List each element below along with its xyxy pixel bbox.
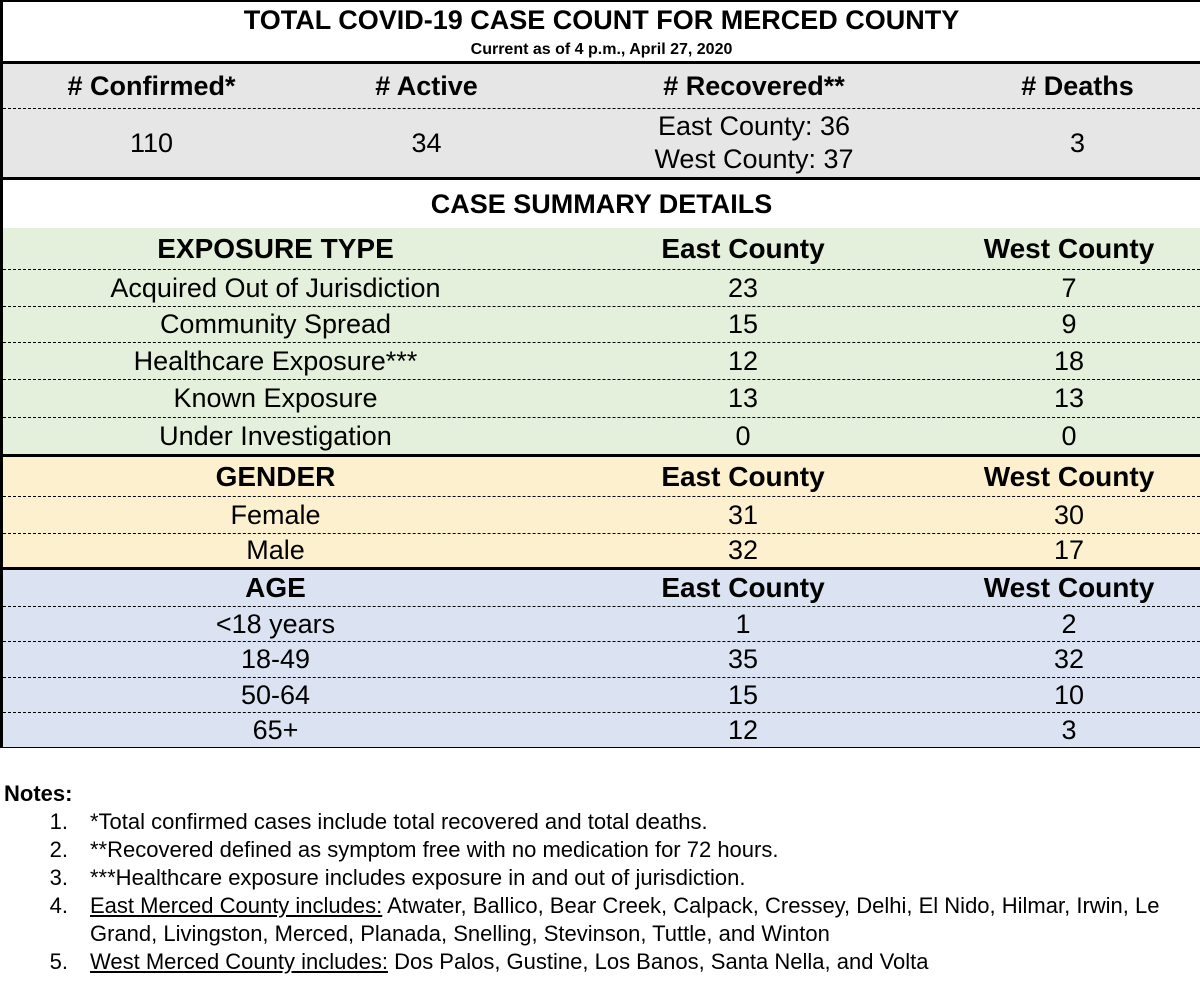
age-west: 2 bbox=[1061, 608, 1077, 639]
table-row: 65+ 12 3 bbox=[3, 713, 1200, 747]
table-row: Male 32 17 bbox=[3, 534, 1200, 570]
note-item: 3. ***Healthcare exposure includes expos… bbox=[4, 864, 1196, 892]
note-number: 5. bbox=[49, 949, 68, 974]
recovered-label: # Recovered** bbox=[663, 70, 845, 101]
exposure-east: 15 bbox=[727, 309, 759, 339]
subtitle-text: Current as of 4 p.m., April 27, 2020 bbox=[470, 40, 733, 58]
exposure-label: Acquired Out of Jurisdiction bbox=[110, 272, 441, 303]
exposure-header-east: East County bbox=[661, 232, 825, 264]
table-row: 18-49 35 32 bbox=[3, 642, 1200, 678]
age-west: 32 bbox=[1053, 644, 1085, 674]
note-heading-east: East Merced County includes: bbox=[90, 893, 383, 918]
table-row: Acquired Out of Jurisdiction 23 7 bbox=[3, 270, 1200, 307]
table-row: Under Investigation 0 0 bbox=[3, 418, 1200, 457]
gender-header-row: GENDER East County West County bbox=[3, 457, 1200, 497]
age-east: 1 bbox=[735, 608, 751, 639]
exposure-header-label: EXPOSURE TYPE bbox=[157, 232, 394, 264]
gender-west: 17 bbox=[1053, 535, 1085, 565]
gender-header-east: East County bbox=[661, 460, 825, 492]
exposure-west: 0 bbox=[1061, 420, 1077, 451]
gender-east: 32 bbox=[727, 535, 759, 565]
table-row: 50-64 15 10 bbox=[3, 678, 1200, 713]
exposure-label: Community Spread bbox=[159, 309, 392, 339]
exposure-east: 23 bbox=[727, 272, 759, 303]
note-text: ***Healthcare exposure includes exposure… bbox=[90, 865, 746, 890]
note-item: 1. *Total confirmed cases include total … bbox=[4, 808, 1196, 836]
age-label: <18 years bbox=[215, 608, 336, 639]
exposure-header-west: West County bbox=[983, 232, 1155, 264]
gender-label: Female bbox=[230, 499, 321, 530]
exposure-west: 18 bbox=[1053, 345, 1085, 376]
exposure-label: Under Investigation bbox=[159, 420, 392, 451]
table-row: Female 31 30 bbox=[3, 497, 1200, 534]
exposure-west: 9 bbox=[1061, 309, 1077, 339]
confirmed-label: # Confirmed* bbox=[67, 70, 236, 101]
age-header-row: AGE East County West County bbox=[3, 570, 1200, 607]
totals-header-row: # Confirmed* # Active # Recovered** # De… bbox=[3, 64, 1200, 109]
age-label: 50-64 bbox=[240, 679, 311, 710]
totals-values-row: 110 34 East County: 36 West County: 37 3 bbox=[3, 109, 1200, 180]
note-number: 3. bbox=[49, 865, 68, 890]
gender-east: 31 bbox=[727, 499, 759, 530]
note-item: 2. **Recovered defined as symptom free w… bbox=[4, 836, 1196, 864]
age-east: 15 bbox=[727, 679, 759, 710]
exposure-label: Known Exposure bbox=[173, 383, 378, 413]
deaths-label: # Deaths bbox=[1021, 70, 1134, 101]
note-heading-west: West Merced County includes: bbox=[90, 949, 388, 974]
age-east: 35 bbox=[727, 644, 759, 674]
deaths-value: 3 bbox=[1069, 127, 1086, 158]
exposure-east: 0 bbox=[735, 420, 751, 451]
exposure-label: Healthcare Exposure*** bbox=[133, 345, 418, 376]
exposure-header-row: EXPOSURE TYPE East County West County bbox=[3, 228, 1200, 270]
summary-title-row: CASE SUMMARY DETAILS bbox=[3, 180, 1200, 228]
active-value: 34 bbox=[411, 127, 442, 158]
age-east: 12 bbox=[727, 714, 759, 745]
confirmed-value: 110 bbox=[129, 127, 174, 158]
exposure-east: 12 bbox=[727, 345, 759, 376]
exposure-east: 13 bbox=[727, 383, 759, 413]
case-count-table: TOTAL COVID-19 CASE COUNT FOR MERCED COU… bbox=[0, 0, 1200, 748]
note-text: **Recovered defined as symptom free with… bbox=[90, 837, 779, 862]
note-number: 4. bbox=[49, 893, 68, 918]
summary-title: CASE SUMMARY DETAILS bbox=[430, 188, 773, 219]
recovered-west-value: West County: 37 bbox=[654, 144, 854, 174]
gender-label: Male bbox=[246, 535, 305, 565]
note-text: *Total confirmed cases include total rec… bbox=[90, 809, 708, 834]
recovered-east-value: East County: 36 bbox=[657, 111, 851, 141]
note-item: 4. East Merced County includes: Atwater,… bbox=[4, 892, 1196, 948]
recovered-value: East County: 36 West County: 37 bbox=[553, 110, 955, 176]
notes-title: Notes: bbox=[4, 781, 73, 806]
note-west-towns: Dos Palos, Gustine, Los Banos, Santa Nel… bbox=[387, 949, 929, 974]
age-header-west: West County bbox=[983, 572, 1155, 603]
note-number: 1. bbox=[49, 809, 68, 834]
table-subtitle: Current as of 4 p.m., April 27, 2020 bbox=[3, 38, 1200, 64]
gender-header-west: West County bbox=[983, 460, 1155, 492]
title-text: TOTAL COVID-19 CASE COUNT FOR MERCED COU… bbox=[243, 4, 960, 35]
table-row: Healthcare Exposure*** 12 18 bbox=[3, 343, 1200, 380]
note-text: West Merced County includes: Dos Palos, … bbox=[90, 948, 1196, 976]
gender-west: 30 bbox=[1053, 499, 1085, 530]
note-text: East Merced County includes: Atwater, Ba… bbox=[90, 892, 1196, 948]
age-header-label: AGE bbox=[245, 572, 306, 603]
age-west: 3 bbox=[1061, 714, 1077, 745]
age-label: 18-49 bbox=[240, 644, 311, 674]
age-label: 65+ bbox=[252, 714, 299, 745]
table-title: TOTAL COVID-19 CASE COUNT FOR MERCED COU… bbox=[3, 2, 1200, 38]
table-row: Community Spread 15 9 bbox=[3, 307, 1200, 343]
table-row: Known Exposure 13 13 bbox=[3, 380, 1200, 418]
exposure-west: 13 bbox=[1053, 383, 1085, 413]
age-header-east: East County bbox=[661, 572, 825, 603]
note-item: 5. West Merced County includes: Dos Palo… bbox=[4, 948, 1196, 976]
table-row: <18 years 1 2 bbox=[3, 607, 1200, 642]
gender-header-label: GENDER bbox=[215, 460, 336, 492]
note-east-towns: Atwater, Ballico, Bear Creek, Calpack, C… bbox=[90, 893, 1160, 946]
notes-section: Notes: 1. *Total confirmed cases include… bbox=[4, 780, 1196, 976]
active-label: # Active bbox=[375, 70, 478, 101]
note-number: 2. bbox=[49, 837, 68, 862]
exposure-west: 7 bbox=[1061, 272, 1077, 303]
age-west: 10 bbox=[1053, 679, 1085, 710]
